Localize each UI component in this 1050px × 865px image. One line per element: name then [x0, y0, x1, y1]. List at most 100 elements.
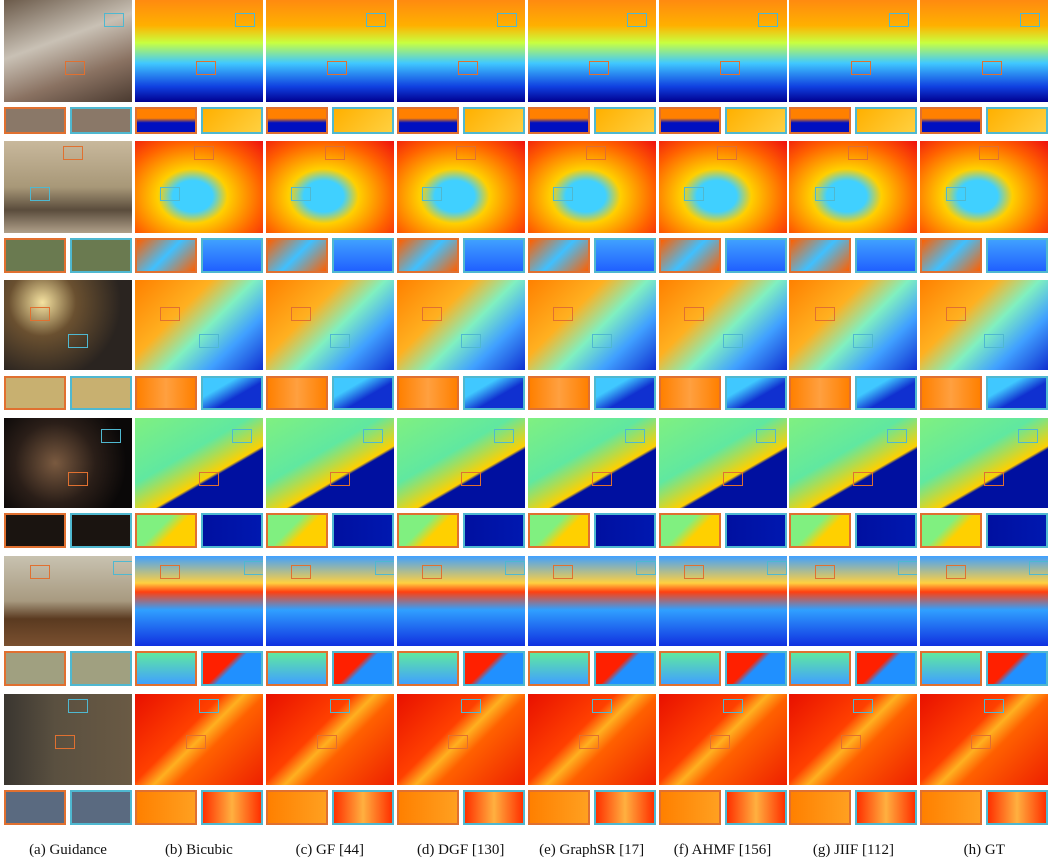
zoom-crop	[134, 513, 197, 548]
depth-map	[658, 418, 787, 508]
zoom-box	[578, 734, 599, 749]
depth-map	[920, 0, 1049, 102]
zoom-crop	[855, 790, 918, 825]
zoom-box	[589, 61, 610, 76]
guidance-image	[4, 280, 132, 370]
depth-map	[789, 280, 918, 370]
zoom-crop	[200, 513, 263, 548]
zoom-crop	[331, 790, 394, 825]
zoom-box	[505, 560, 525, 575]
zoom-crop	[527, 513, 590, 548]
zoom-box	[198, 698, 219, 713]
zoom-crop	[331, 238, 394, 273]
zoom-crop	[920, 790, 983, 825]
zoom-box	[591, 472, 612, 486]
zoom-box	[814, 565, 835, 579]
caption: (f) AHMF [156]	[673, 842, 772, 858]
depth-map	[658, 556, 787, 646]
zoom-crop	[724, 513, 787, 548]
depth-map	[265, 280, 394, 370]
depth-map	[527, 0, 656, 102]
zoom-crop	[724, 238, 787, 273]
zoom-box	[291, 187, 312, 201]
zoom-crop	[658, 790, 721, 825]
zoom-box	[898, 560, 918, 575]
guidance-image	[4, 694, 132, 785]
zoom-box	[186, 734, 207, 749]
zoom-box	[29, 565, 50, 579]
zoom-crop	[593, 651, 656, 686]
zoom-crop	[855, 376, 918, 410]
zoom-crop	[265, 790, 328, 825]
zoom-crop	[658, 651, 721, 686]
depth-map	[920, 418, 1049, 508]
zoom-box	[627, 13, 648, 28]
zoom-box	[850, 61, 871, 76]
zoom-crop	[986, 238, 1049, 273]
depth-map	[527, 418, 656, 508]
zoom-crop	[396, 513, 459, 548]
zoom-crop	[724, 107, 787, 134]
zoom-box	[291, 307, 312, 321]
zoom-crop	[986, 376, 1049, 410]
zoom-crop	[331, 376, 394, 410]
zoom-box	[945, 187, 966, 201]
zoom-box	[496, 13, 517, 28]
zoom-crop	[527, 376, 590, 410]
zoom-box	[840, 734, 861, 749]
zoom-box	[68, 698, 88, 713]
zoom-box	[365, 13, 386, 28]
zoom-box	[196, 61, 217, 76]
zoom-crop	[134, 238, 197, 273]
depth-map	[396, 556, 525, 646]
zoom-crop	[462, 107, 525, 134]
zoom-crop	[265, 513, 328, 548]
zoom-box	[853, 334, 874, 348]
zoom-crop	[986, 107, 1049, 134]
zoom-crop	[4, 651, 66, 686]
zoom-box	[160, 307, 181, 321]
zoom-crop	[200, 107, 263, 134]
zoom-crop	[527, 651, 590, 686]
caption: (c) GF [44]	[295, 842, 364, 858]
zoom-crop	[70, 238, 132, 273]
zoom-box	[460, 698, 481, 713]
zoom-crop	[396, 651, 459, 686]
zoom-crop	[658, 238, 721, 273]
zoom-box	[101, 428, 122, 443]
zoom-box	[447, 734, 468, 749]
zoom-box	[1029, 560, 1049, 575]
zoom-box	[193, 145, 214, 160]
zoom-crop	[462, 790, 525, 825]
zoom-crop	[527, 107, 590, 134]
zoom-crop	[789, 107, 852, 134]
zoom-box	[460, 334, 481, 348]
depth-map	[789, 418, 918, 508]
zoom-crop	[920, 651, 983, 686]
zoom-box	[198, 334, 219, 348]
zoom-crop	[920, 376, 983, 410]
zoom-box	[55, 734, 76, 749]
caption: (e) GraphSR [17]	[539, 842, 645, 858]
zoom-box	[755, 428, 776, 443]
depth-map	[134, 556, 263, 646]
depth-map	[789, 556, 918, 646]
zoom-crop	[527, 790, 590, 825]
zoom-box	[553, 565, 574, 579]
depth-map	[396, 280, 525, 370]
zoom-crop	[200, 651, 263, 686]
zoom-box	[29, 307, 50, 321]
zoom-box	[29, 187, 50, 201]
zoom-crop	[462, 238, 525, 273]
zoom-crop	[789, 238, 852, 273]
depth-map	[396, 141, 525, 233]
zoom-crop	[789, 651, 852, 686]
zoom-box	[814, 187, 835, 201]
zoom-crop	[593, 376, 656, 410]
zoom-crop	[134, 107, 197, 134]
zoom-box	[198, 472, 219, 486]
zoom-box	[767, 560, 787, 575]
zoom-box	[591, 698, 612, 713]
zoom-crop	[4, 513, 66, 548]
zoom-box	[722, 334, 743, 348]
